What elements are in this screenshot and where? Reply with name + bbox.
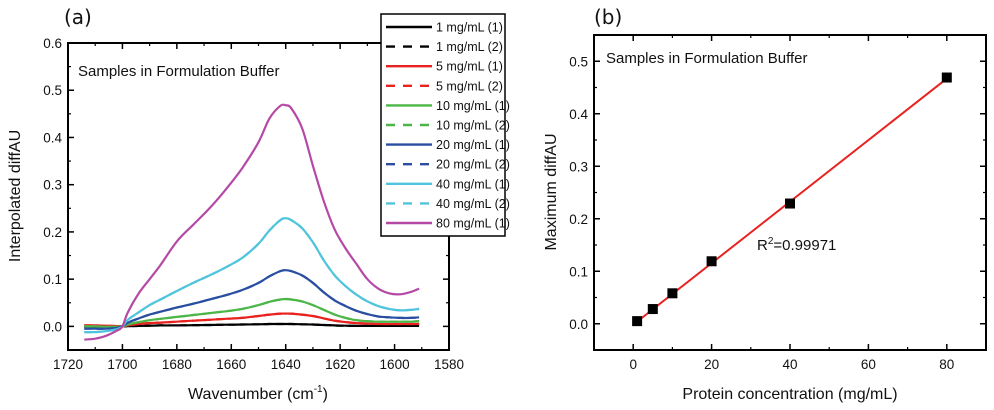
data-point (785, 198, 795, 209)
data-point (941, 72, 952, 83)
panel-a-x-axis-label-superscript: -1 (314, 384, 323, 395)
y-tick-label: 0.3 (569, 159, 588, 174)
panel-a-x-ticks: 1720 1700 1680 1660 1640 1620 1600 1580 (53, 43, 464, 372)
data-point (647, 304, 658, 315)
x-tick-label: 1700 (107, 357, 137, 372)
legend-entry-label: 5 mg/mL (2) (436, 79, 503, 93)
y-tick-label: 0.2 (569, 212, 588, 227)
data-point (667, 288, 678, 299)
series-line-1-mg-ml-2 (84, 322, 420, 328)
panel-b-r-squared-label: R2=0.99971 (757, 236, 836, 254)
y-tick-label: 0.0 (569, 317, 588, 332)
legend-entry-label: 40 mg/mL (2) (436, 197, 510, 211)
panel-b-y-ticks: 0.0 0.1 0.2 0.3 0.4 0.5 (569, 34, 986, 351)
x-tick-label: 0 (629, 357, 637, 372)
legend-entry-label: 5 mg/mL (1) (436, 60, 503, 74)
x-tick-label: 1720 (53, 357, 83, 372)
x-tick-label: 1660 (216, 357, 246, 372)
x-tick-label: 1680 (162, 357, 192, 372)
x-tick-label: 1620 (325, 357, 355, 372)
x-tick-label: 1580 (434, 357, 464, 372)
panel-a-x-axis-label: Wavenumber (cm-1) (188, 384, 328, 403)
legend-entry-label: 10 mg/mL (1) (436, 99, 510, 113)
legend-entry-label: 20 mg/mL (1) (436, 138, 510, 152)
panel-a-y-axis-label: Interpolated diffAU (7, 130, 24, 262)
x-tick-label: 80 (939, 357, 954, 372)
y-tick-label: 0.5 (569, 54, 588, 69)
panel-b-x-ticks: 0 20 40 60 80 (593, 35, 987, 372)
panel-b-label: (b) (594, 5, 622, 29)
series-line-5-mg-ml-2 (84, 312, 420, 328)
r-squared-value: =0.99971 (773, 237, 836, 254)
r-squared-sup: 2 (768, 236, 774, 247)
r-squared-r: R (757, 237, 768, 254)
panel-b-points (632, 72, 952, 327)
panel-a-annotation: Samples in Formulation Buffer (78, 63, 279, 80)
panel-a-x-axis-label-end: ) (323, 386, 328, 403)
series-line-80-mg-ml-1 (84, 103, 420, 341)
panel-a-legend: 1 mg/mL (1) 1 mg/mL (2) 5 mg/mL (1) 5 mg/mL… (380, 13, 510, 237)
panel-b-x-axis-label: Protein concentration (mg/mL) (682, 386, 897, 403)
legend-entry-label: 20 mg/mL (2) (436, 158, 510, 172)
panel-b-chart: (b) 0 20 40 60 80 0.0 0.1 0.2 0.3 0.4 0.5 Samples… (543, 5, 987, 403)
series-line-20-mg-ml-2 (84, 269, 420, 330)
panel-a-x-axis-label-text: Wavenumber (cm (188, 386, 314, 403)
panel-a-legend-box (380, 13, 506, 237)
y-tick-label: 0.4 (569, 107, 588, 122)
panel-a-chart: (a) 1720 1700 1680 1660 1640 1620 1600 1580 0.0… (7, 5, 510, 403)
y-tick-label: 0.5 (43, 83, 62, 98)
panel-a-series-lines (84, 103, 420, 341)
y-tick-label: 0.2 (43, 225, 62, 240)
x-tick-label: 20 (704, 357, 719, 372)
data-point (632, 316, 643, 327)
panel-b-y-axis-label: Maximum diffAU (543, 133, 560, 250)
legend-entry-label: 80 mg/mL (1) (436, 217, 510, 231)
x-tick-label: 1640 (271, 357, 301, 372)
legend-entry-label: 1 mg/mL (2) (436, 40, 503, 54)
panel-a-label: (a) (64, 5, 92, 29)
x-tick-label: 40 (782, 357, 797, 372)
x-tick-label: 60 (861, 357, 876, 372)
legend-entry-label: 10 mg/mL (2) (436, 119, 510, 133)
panel-b-annotation: Samples in Formulation Buffer (606, 50, 807, 67)
y-tick-label: 0.1 (569, 264, 588, 279)
series-line-40-mg-ml-2 (84, 217, 420, 334)
y-tick-label: 0.0 (43, 319, 62, 334)
data-point (706, 256, 717, 267)
legend-entry-label: 40 mg/mL (1) (436, 177, 510, 191)
legend-entry-label: 1 mg/mL (1) (436, 21, 503, 35)
y-tick-label: 0.4 (43, 130, 62, 145)
x-tick-label: 1600 (380, 357, 410, 372)
panel-b-plot-frame (593, 34, 987, 351)
y-tick-label: 0.3 (43, 178, 62, 193)
y-tick-label: 0.1 (43, 272, 62, 287)
y-tick-label: 0.6 (43, 36, 62, 51)
series-line-10-mg-ml-2 (84, 297, 420, 328)
